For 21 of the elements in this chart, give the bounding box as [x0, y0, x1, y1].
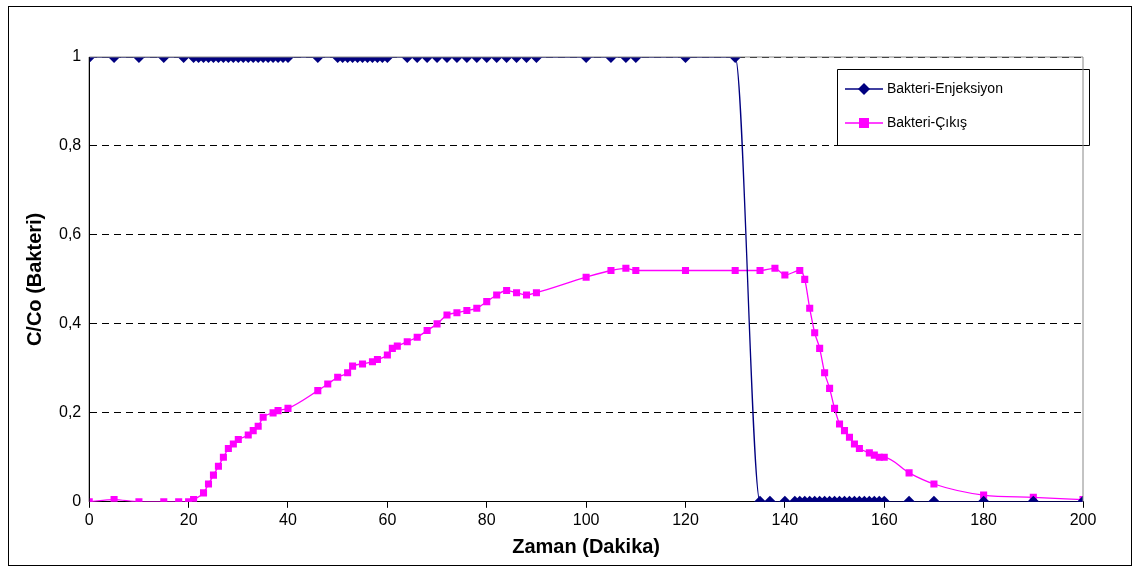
y-tick-label: 0	[72, 492, 82, 510]
x-tick-label: 40	[279, 510, 297, 528]
x-tick-label: 80	[477, 510, 496, 528]
x-tick-label: 120	[672, 510, 699, 528]
y-tick-label: 0,6	[58, 225, 82, 243]
x-tick-label: 20	[179, 510, 198, 528]
legend-label: Bakteri-Enjeksiyon	[887, 79, 1003, 96]
y-tick-label: 1	[72, 47, 82, 65]
x-tick-label: 200	[1069, 510, 1097, 528]
y-tick-label: 0,2	[58, 403, 82, 421]
x-tick-label: 60	[378, 510, 397, 528]
x-tick-label: 140	[771, 510, 799, 528]
y-tick-label: 0,4	[58, 314, 82, 332]
legend-label: Bakteri-Çıkış	[887, 113, 968, 130]
x-tick-label: 160	[870, 510, 898, 528]
y-tick-label: 0,8	[58, 136, 82, 154]
x-tick-label: 100	[572, 510, 600, 528]
x-tick-label: 180	[970, 510, 998, 528]
x-axis-title: Zaman (Dakika)	[512, 534, 661, 557]
x-tick-label: 0	[84, 510, 94, 528]
y-axis-title: C/Co (Bakteri)	[22, 212, 45, 347]
